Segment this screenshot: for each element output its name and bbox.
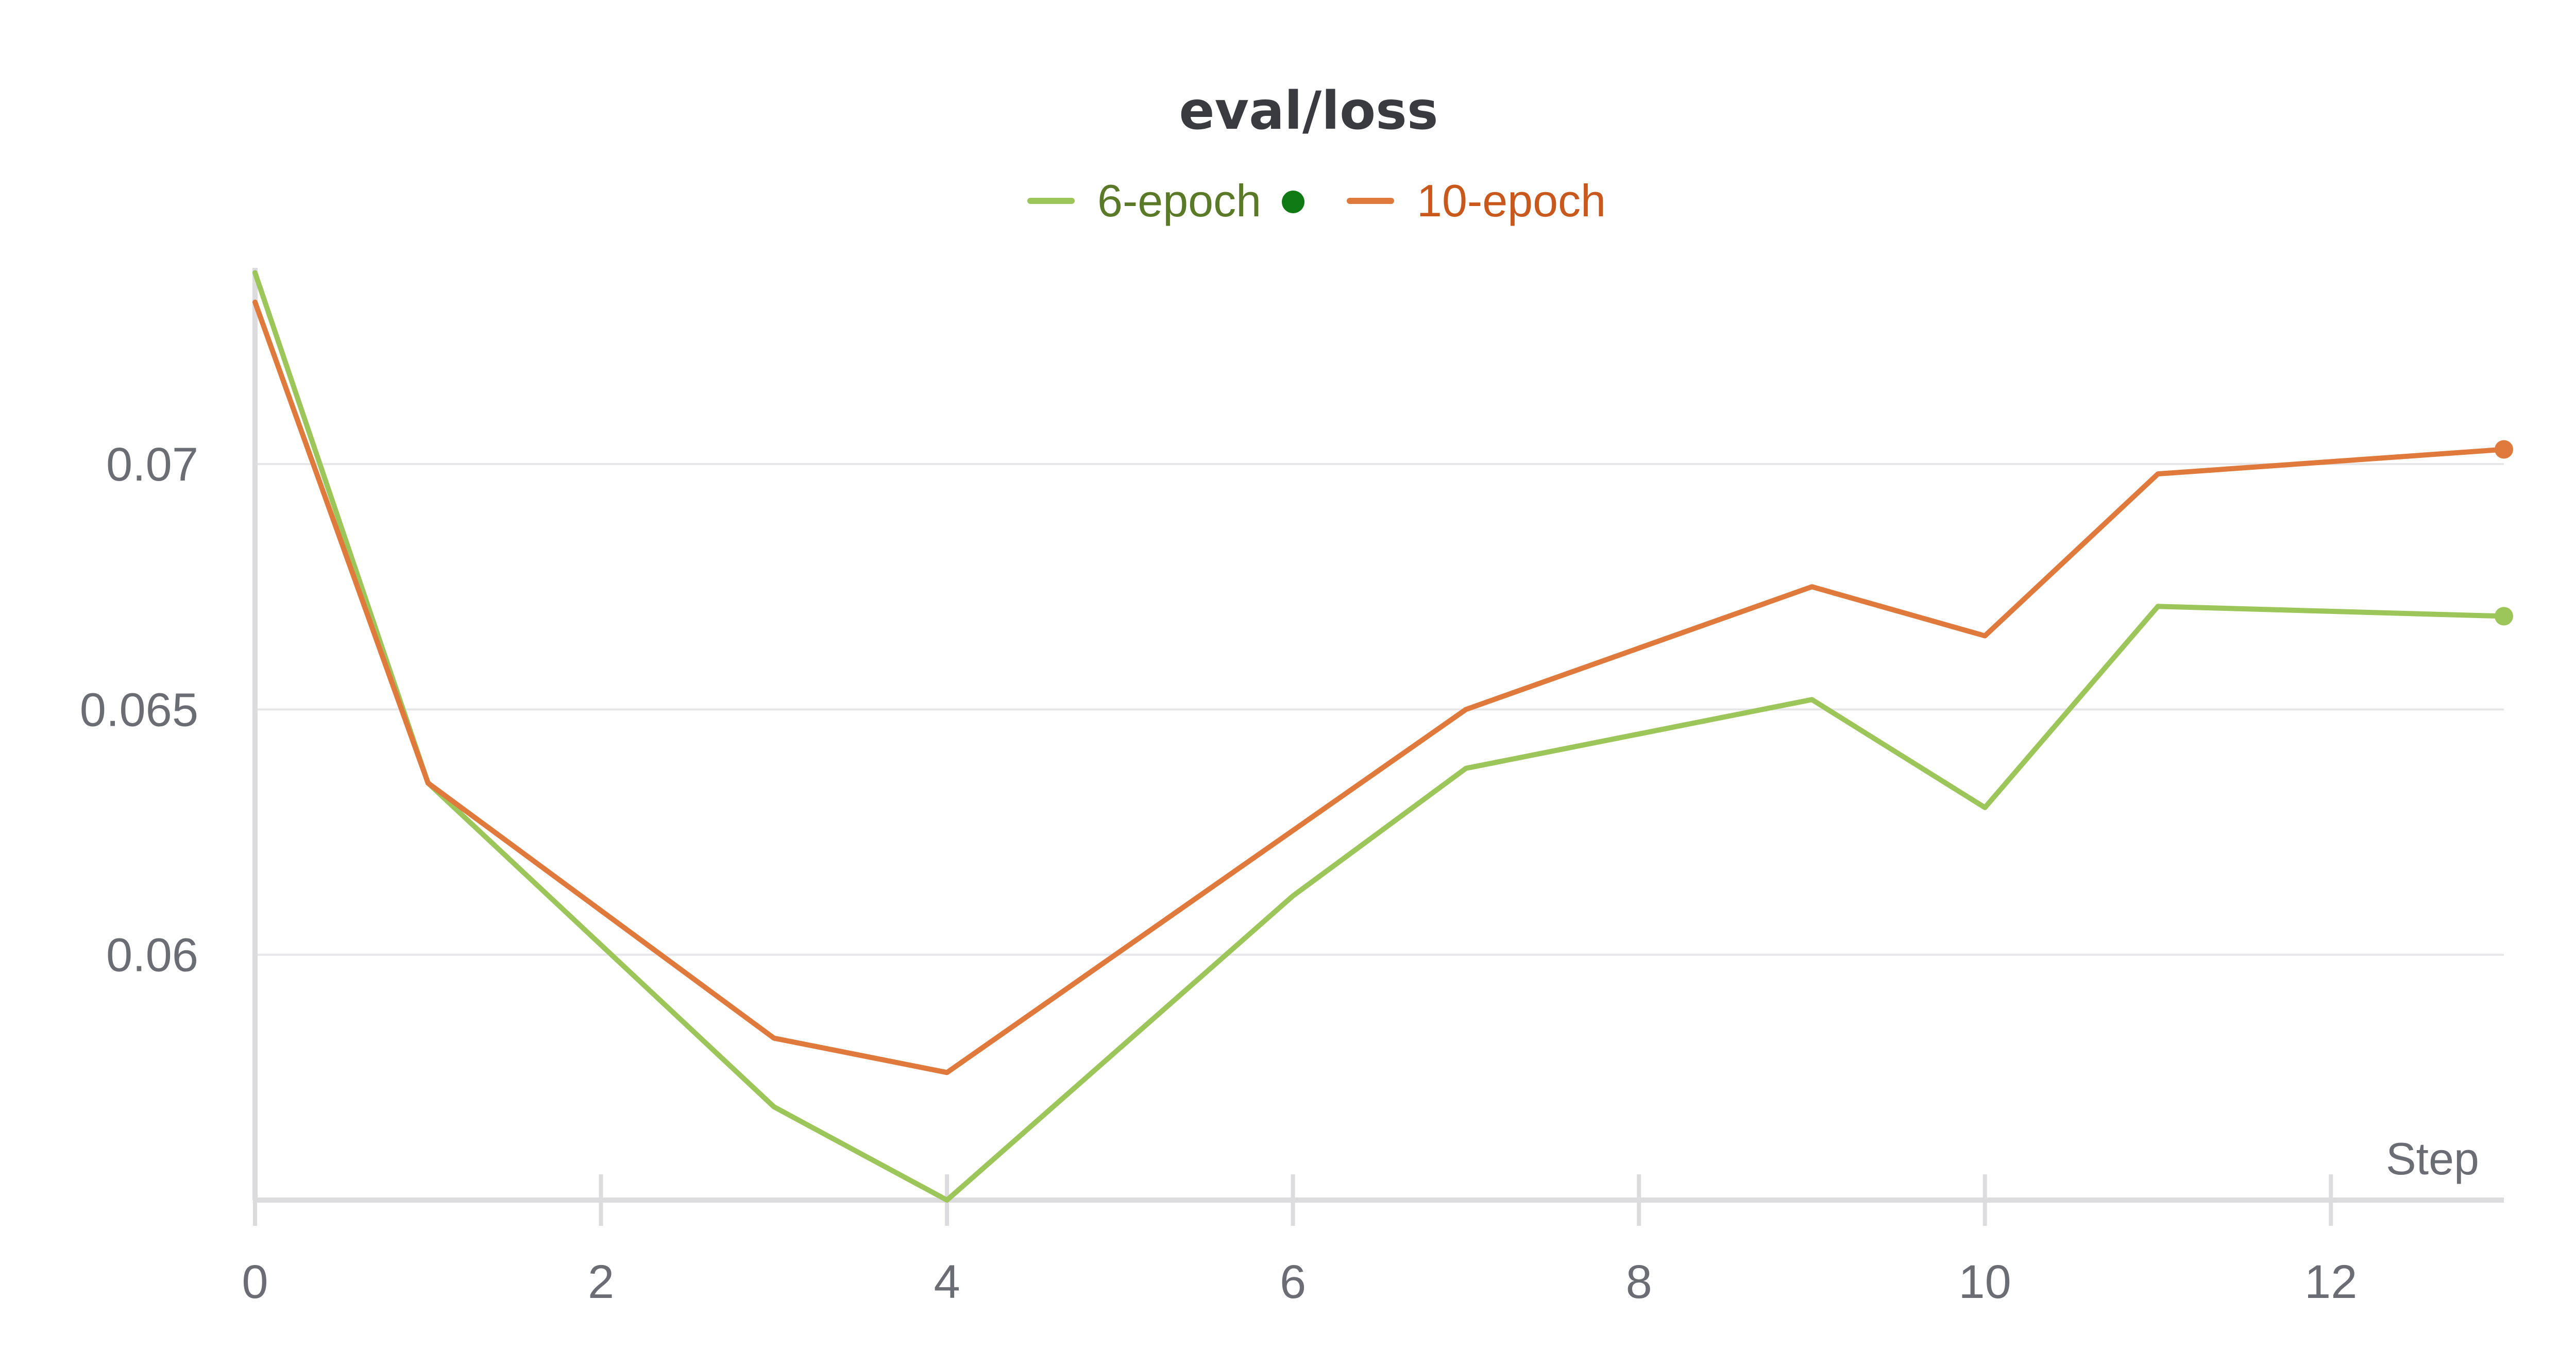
axes: [252, 268, 2504, 1203]
gridlines: [255, 463, 2504, 956]
legend-label-6-epoch[interactable]: 6-epoch: [1097, 175, 1261, 226]
series-line-10-epoch: [252, 299, 2506, 1075]
y-tick-label: 0.07: [106, 438, 198, 491]
x-tick-label: 12: [2304, 1256, 2357, 1308]
x-tick-label: 4: [934, 1256, 960, 1308]
legend-highlight-dot: [1282, 191, 1304, 213]
x-tick-label: 0: [242, 1256, 268, 1308]
x-tick-label: 2: [588, 1256, 614, 1308]
series-endpoint-10-epoch: [2495, 440, 2513, 459]
y-axis-ticks: 0.06 0.065 0.07: [80, 438, 198, 982]
x-axis-label: Step: [2386, 1133, 2479, 1184]
x-tick-label: 8: [1626, 1256, 1652, 1308]
series-endpoint-6-epoch: [2495, 607, 2513, 626]
y-tick-label: 0.065: [80, 683, 198, 736]
series-line-6-epoch: [252, 270, 2506, 1203]
y-tick-label: 0.06: [106, 929, 198, 982]
chart-title: eval/loss: [1179, 80, 1438, 142]
legend: 6-epoch 10-epoch: [1027, 175, 1606, 226]
x-axis-ticks: 0 2 4 6 8 10 12: [242, 1174, 2357, 1308]
x-tick-label: 6: [1280, 1256, 1306, 1308]
x-tick-label: 10: [1959, 1256, 2011, 1308]
series-group: [252, 270, 2513, 1203]
legend-label-10-epoch[interactable]: 10-epoch: [1417, 175, 1606, 226]
